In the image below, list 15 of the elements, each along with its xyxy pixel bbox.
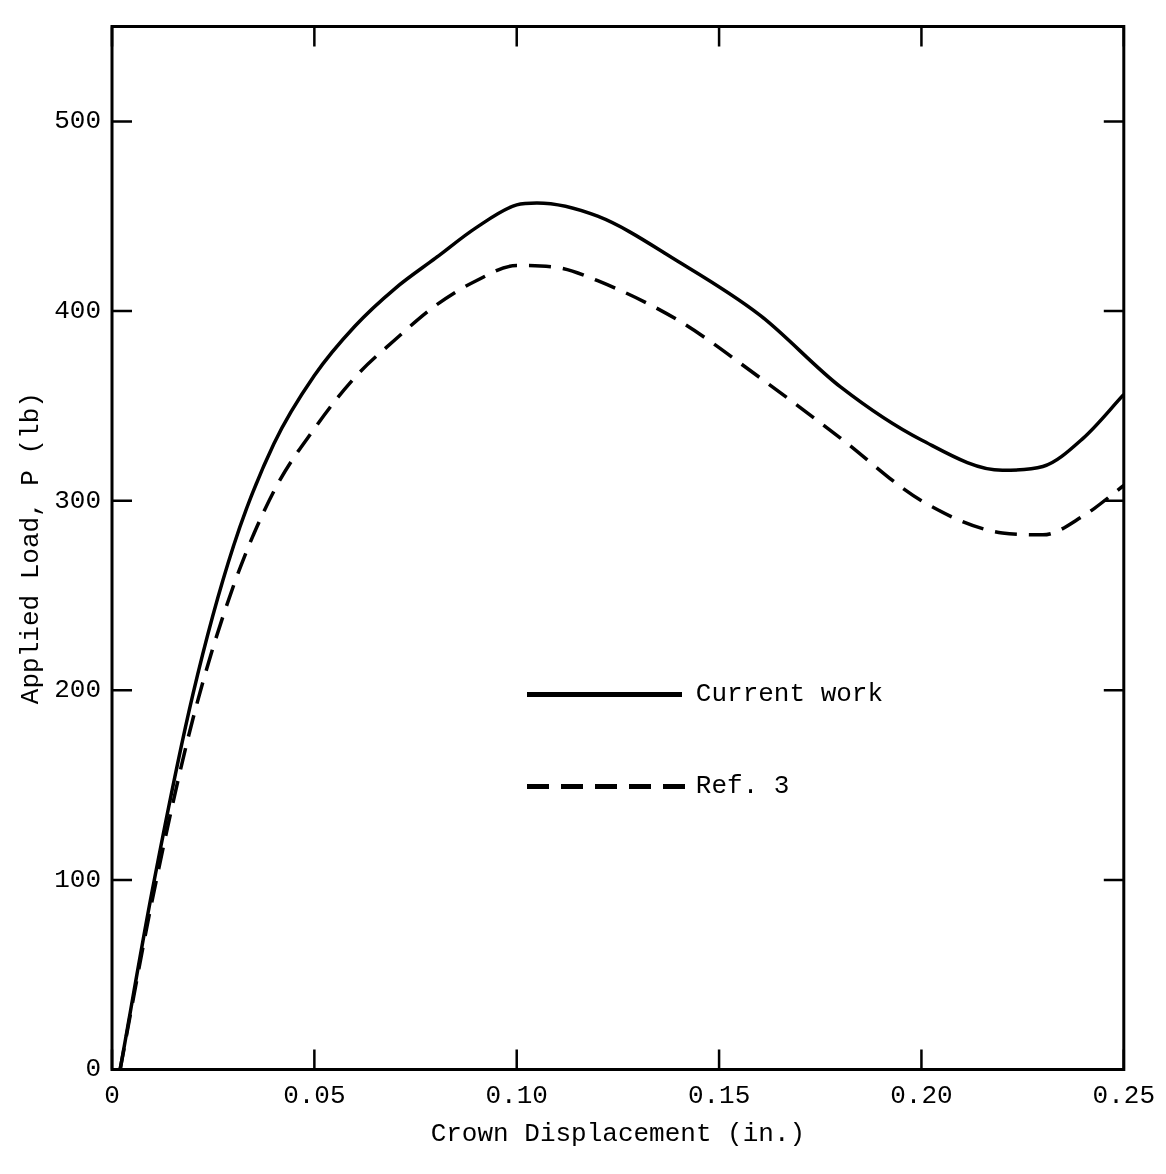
x-tick-label: 0.05 — [283, 1081, 346, 1112]
y-tick-label: 200 — [54, 675, 102, 706]
y-tick-label: 300 — [54, 485, 102, 516]
legend-label: Current work — [695, 679, 884, 710]
y-tick-label: 400 — [54, 295, 102, 326]
y-axis-title: Applied Load, P (lb) — [16, 392, 47, 705]
x-tick-label: 0.10 — [485, 1081, 548, 1112]
y-tick-label: 500 — [54, 106, 102, 137]
x-tick-label: 0.25 — [1092, 1081, 1156, 1112]
x-tick-label: 0.15 — [687, 1081, 751, 1112]
y-tick-label: 0 — [85, 1054, 102, 1085]
x-axis-title: Crown Displacement (in.) — [430, 1119, 806, 1150]
y-tick-label: 100 — [54, 864, 102, 895]
legend-label: Ref. 3 — [695, 771, 790, 802]
x-tick-label: 0.20 — [890, 1081, 953, 1112]
